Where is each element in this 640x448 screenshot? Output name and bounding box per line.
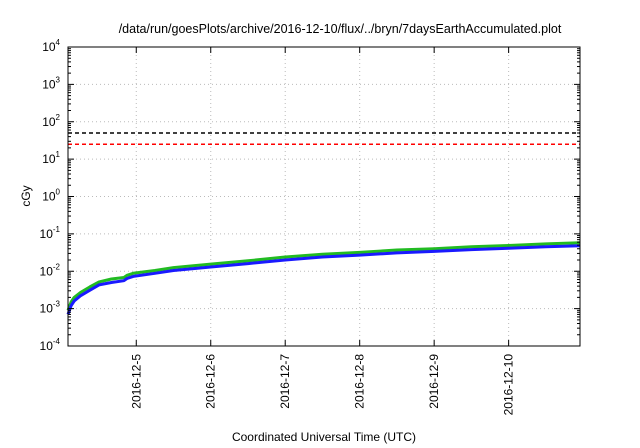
y-axis-ticks: 10-4 10-3 10-2 10-1 100 101 102 103 104 — [40, 38, 580, 353]
x-tick-label: 2016-12-8 — [353, 354, 367, 409]
x-tick-label: 2016-12-10 — [502, 354, 516, 416]
y-tick-label: 10-4 — [40, 337, 61, 353]
series-lines — [66, 241, 581, 315]
x-tick-label: 2016-12-9 — [427, 354, 441, 409]
y-tick-label: 103 — [42, 75, 60, 91]
grid-lines — [68, 47, 580, 346]
y-tick-label: 101 — [42, 150, 60, 166]
series-line — [66, 241, 581, 311]
y-tick-label: 100 — [42, 188, 60, 204]
series-line — [66, 244, 581, 315]
y-tick-label: 10-2 — [40, 262, 61, 278]
y-tick-label: 102 — [42, 113, 60, 129]
y-tick-label: 10-1 — [40, 225, 61, 241]
x-tick-label: 2016-12-6 — [204, 354, 218, 409]
y-axis-title: cGy — [19, 185, 33, 206]
reference-lines — [68, 132, 580, 146]
x-tick-label: 2016-12-7 — [278, 354, 292, 409]
x-tick-label: 2016-12-5 — [129, 354, 143, 409]
y-tick-label: 104 — [42, 38, 60, 54]
y-tick-label: 10-3 — [40, 300, 61, 316]
x-axis-ticks: 2016-12-5 2016-12-6 2016-12-7 2016-12-8 2016… — [129, 47, 516, 416]
chart-title: /data/run/goesPlots/archive/2016-12-10/f… — [119, 22, 562, 36]
x-axis-title: Coordinated Universal Time (UTC) — [232, 430, 416, 444]
